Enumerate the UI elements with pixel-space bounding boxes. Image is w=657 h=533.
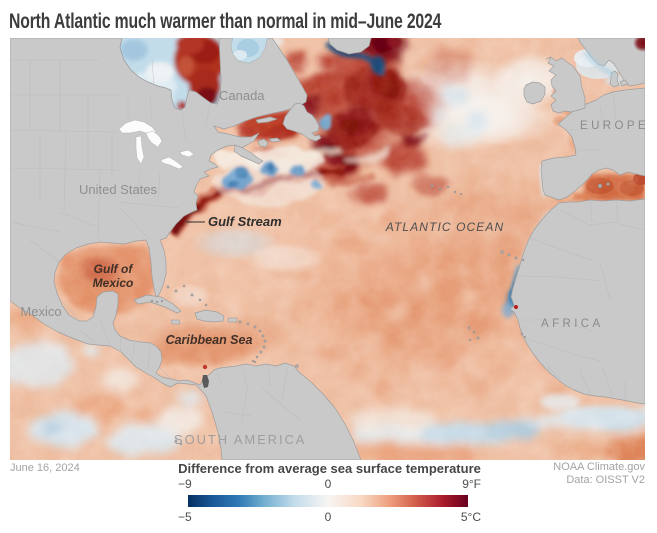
svg-text:Mexico: Mexico <box>93 276 134 290</box>
svg-text:United States: United States <box>79 182 158 197</box>
svg-text:Canada: Canada <box>219 88 265 103</box>
svg-text:Gulf Stream: Gulf Stream <box>208 214 282 229</box>
svg-text:Mexico: Mexico <box>20 304 61 319</box>
svg-text:Caribbean Sea: Caribbean Sea <box>166 333 253 347</box>
svg-text:EUROPE: EUROPE <box>580 120 645 132</box>
svg-text:SOUTH AMERICA: SOUTH AMERICA <box>174 432 306 447</box>
svg-text:ATLANTIC OCEAN: ATLANTIC OCEAN <box>385 220 505 234</box>
svg-text:AFRICA: AFRICA <box>541 318 604 330</box>
svg-text:Gulf of: Gulf of <box>94 262 134 276</box>
